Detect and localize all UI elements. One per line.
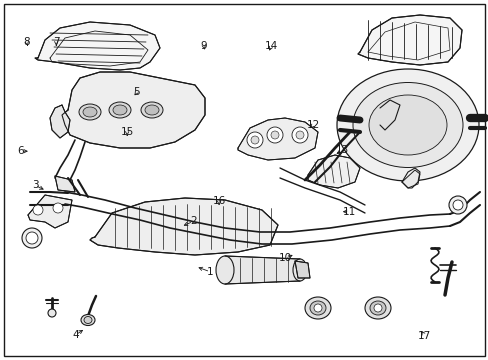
Text: 1: 1 [206, 267, 213, 277]
Ellipse shape [352, 82, 462, 167]
Text: 5: 5 [133, 87, 140, 97]
Text: 2: 2 [189, 216, 196, 226]
Circle shape [270, 131, 279, 139]
Ellipse shape [113, 105, 127, 115]
Polygon shape [62, 72, 204, 148]
Polygon shape [35, 22, 160, 70]
Text: 9: 9 [200, 41, 207, 51]
Polygon shape [90, 198, 278, 255]
Circle shape [246, 132, 263, 148]
Text: 16: 16 [212, 196, 225, 206]
Circle shape [33, 205, 43, 215]
Polygon shape [55, 176, 75, 192]
Ellipse shape [83, 107, 97, 117]
Text: 8: 8 [23, 37, 30, 48]
Polygon shape [307, 155, 359, 188]
Text: 15: 15 [120, 127, 134, 138]
Ellipse shape [452, 200, 462, 210]
Ellipse shape [84, 316, 92, 324]
Circle shape [250, 136, 259, 144]
Text: 13: 13 [335, 145, 348, 156]
Ellipse shape [216, 256, 234, 284]
Ellipse shape [373, 304, 381, 312]
Ellipse shape [79, 104, 101, 120]
Ellipse shape [369, 301, 385, 315]
Text: 3: 3 [32, 180, 39, 190]
Polygon shape [401, 170, 419, 188]
Ellipse shape [48, 309, 56, 317]
Text: 12: 12 [305, 120, 319, 130]
Text: 7: 7 [53, 37, 60, 48]
Ellipse shape [81, 315, 95, 325]
Circle shape [266, 127, 283, 143]
Text: 6: 6 [17, 146, 24, 156]
Text: 10: 10 [278, 253, 291, 264]
Ellipse shape [305, 297, 330, 319]
Ellipse shape [141, 102, 163, 118]
Ellipse shape [448, 196, 466, 214]
Polygon shape [357, 15, 461, 65]
Polygon shape [294, 261, 309, 278]
Text: 4: 4 [72, 330, 79, 340]
Ellipse shape [313, 304, 321, 312]
Ellipse shape [336, 69, 478, 181]
Circle shape [295, 131, 304, 139]
Ellipse shape [292, 259, 306, 281]
Ellipse shape [26, 232, 38, 244]
Circle shape [53, 203, 63, 213]
Polygon shape [224, 256, 299, 284]
Ellipse shape [22, 228, 42, 248]
Ellipse shape [309, 301, 325, 315]
Text: 17: 17 [417, 330, 430, 341]
Ellipse shape [109, 102, 131, 118]
Polygon shape [50, 105, 70, 138]
Polygon shape [28, 195, 72, 228]
Text: 11: 11 [342, 207, 356, 217]
Polygon shape [238, 118, 317, 160]
Ellipse shape [145, 105, 159, 115]
Text: 14: 14 [264, 41, 278, 51]
Ellipse shape [368, 95, 446, 155]
Ellipse shape [364, 297, 390, 319]
Circle shape [291, 127, 307, 143]
